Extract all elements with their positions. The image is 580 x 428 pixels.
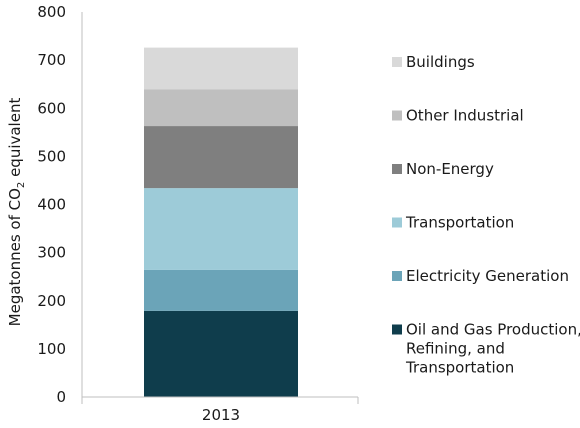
y-tick-label: 400 — [37, 196, 66, 214]
legend-swatch — [392, 164, 402, 174]
legend-label: Buildings — [406, 53, 475, 71]
y-tick-label: 100 — [37, 340, 66, 358]
legend-label: Transportation — [405, 359, 514, 377]
axes — [81, 12, 359, 404]
y-tick-label: 600 — [37, 99, 66, 117]
y-axis-ticks: 0 100 200 300 400 500 600 700 800 — [37, 3, 66, 406]
legend-label: Non-Energy — [406, 160, 494, 178]
bar-segment-4 — [144, 126, 298, 189]
legend: Buildings Other Industrial Non-Energy Trans… — [392, 53, 580, 377]
y-tick-label: 700 — [37, 51, 66, 69]
bar-segments — [144, 47, 298, 397]
legend-swatch — [392, 217, 402, 228]
y-axis-label-main: Megatonnes of CO — [6, 188, 24, 326]
y-axis-label: Megatonnes of CO2 equivalent — [6, 98, 27, 327]
legend-label: Other Industrial — [406, 107, 524, 125]
y-tick-label: 300 — [37, 244, 66, 262]
x-axis-ticks: 2013 — [202, 406, 240, 424]
bar-segment-2 — [144, 269, 298, 311]
bar-segment-3 — [144, 188, 298, 270]
legend-swatch — [392, 271, 402, 281]
legend-swatch — [392, 110, 402, 121]
legend-label: Oil and Gas Production, — [406, 321, 580, 339]
x-tick-label: 2013 — [202, 406, 240, 424]
bar-segment-5 — [144, 89, 298, 127]
y-axis-label-subscript: 2 — [16, 182, 27, 188]
legend-label: Refining, and — [406, 340, 505, 358]
y-tick-label: 200 — [37, 292, 66, 310]
bar-segment-6 — [144, 47, 298, 90]
legend-label: Transportation — [405, 214, 514, 232]
legend-label: Electricity Generation — [406, 267, 569, 285]
svg-text:Megatonnes of CO2 equivalent: Megatonnes of CO2 equivalent — [6, 98, 27, 327]
y-tick-label: 500 — [37, 147, 66, 165]
y-axis-label-tail: equivalent — [6, 98, 24, 182]
bar-segment-1 — [144, 310, 298, 397]
legend-swatch — [392, 57, 402, 67]
legend-swatch — [392, 324, 402, 335]
y-tick-label: 800 — [37, 3, 66, 21]
y-tick-label: 0 — [56, 388, 66, 406]
